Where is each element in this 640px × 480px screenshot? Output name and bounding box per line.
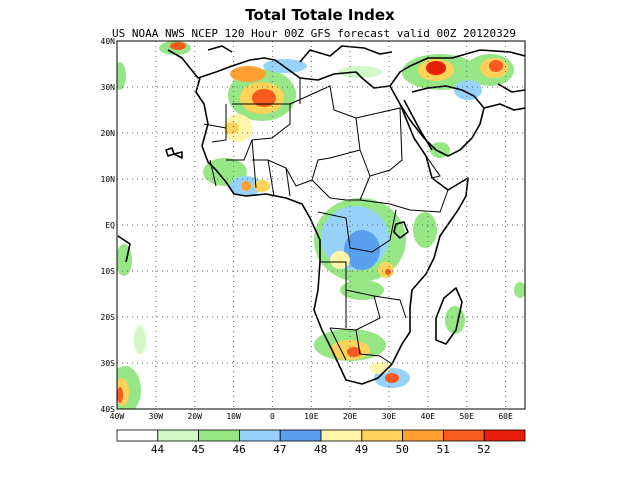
graticule (117, 41, 525, 409)
coastlines (117, 45, 525, 385)
lon-label: 30W (149, 412, 164, 421)
longitude-axis: 40W 30W 20W 10W 0 10E 20E 30E 40E 50E 60… (110, 412, 513, 421)
lon-label: 40E (421, 412, 436, 421)
lat-label: 10S (101, 267, 116, 276)
colorbar-swatch (198, 429, 240, 442)
colorbar-swatch (116, 429, 159, 442)
map-frame (116, 40, 526, 410)
lon-label: 60E (498, 412, 513, 421)
colorbar-label: 46 (232, 443, 245, 456)
colorbar-label: 50 (396, 443, 409, 456)
colorbar-swatch (279, 429, 322, 442)
lat-label: 30N (101, 83, 116, 92)
lat-label: 20S (101, 313, 116, 322)
lat-label: 40N (101, 37, 116, 46)
map-subtitle: US NOAA NWS NCEP 120 Hour 00Z GFS foreca… (112, 27, 516, 40)
lat-label: 10N (101, 175, 116, 184)
lon-label: 10W (226, 412, 241, 421)
colorbar-label: 47 (273, 443, 286, 456)
lat-label: 40S (101, 405, 116, 414)
colorbar-label: 44 (151, 443, 165, 456)
lon-label: 10E (304, 412, 319, 421)
colorbar-label: 51 (436, 443, 449, 456)
colorbar-swatch (157, 429, 200, 442)
lat-label: 20N (101, 129, 116, 138)
colorbar-swatch (320, 429, 363, 442)
colorbar-label: 52 (477, 443, 490, 456)
colorbar-label: 49 (355, 443, 368, 456)
lat-label: 30S (101, 359, 116, 368)
map-title: Total Totale Index (245, 6, 395, 24)
colorbar-labels: 44 45 46 47 48 49 50 51 52 (151, 443, 491, 456)
lon-label: 20W (187, 412, 202, 421)
country-borders (203, 78, 449, 365)
lon-label: 50E (459, 412, 474, 421)
colorbar-swatch (238, 429, 281, 442)
forecast-shading (117, 41, 525, 409)
colorbar-swatch (402, 429, 444, 442)
colorbar-label: 45 (192, 443, 205, 456)
colorbar-label: 48 (314, 443, 327, 456)
lon-label: 40W (110, 412, 125, 421)
colorbar-swatch (442, 429, 485, 442)
lat-label: EQ (105, 221, 115, 230)
colorbar-swatch (361, 429, 403, 442)
lon-label: 30E (382, 412, 397, 421)
lon-label: 20E (343, 412, 358, 421)
latitude-axis: 40N 30N 20N 10N EQ 10S 20S 30S 40S (101, 37, 116, 414)
colorbar-swatch (483, 429, 526, 442)
lon-label: 0 (270, 412, 275, 421)
colorbar (116, 429, 526, 442)
